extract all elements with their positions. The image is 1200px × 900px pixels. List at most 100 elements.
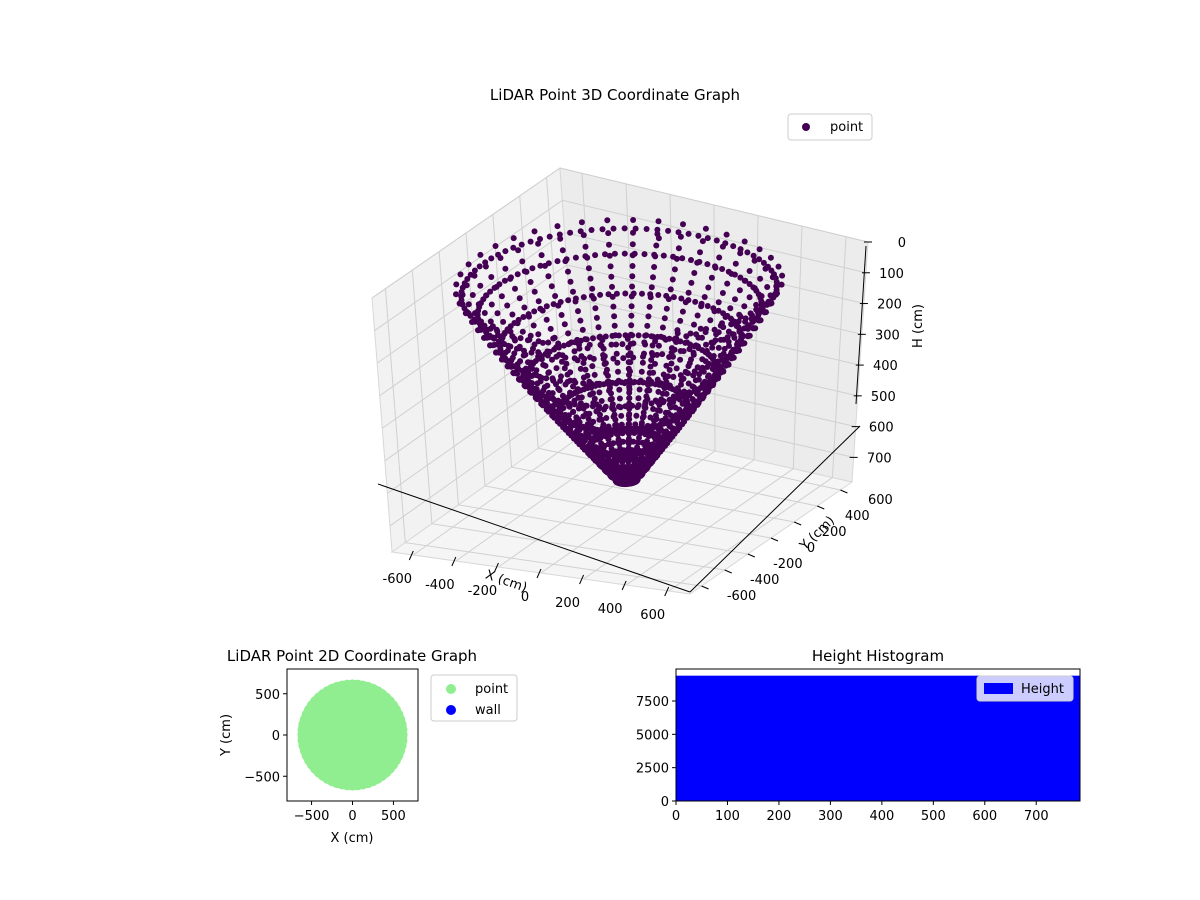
z-tick-label-3d-2: 200 [877, 298, 902, 313]
point-3d-482 [552, 293, 559, 299]
legend-2d-marker-wall [446, 705, 456, 715]
point-3d-900 [582, 366, 589, 373]
point-3d-260 [694, 312, 701, 319]
point-3d-1421 [615, 332, 622, 339]
point-3d-1430 [560, 342, 567, 349]
point-3d-172 [746, 294, 753, 301]
point-3d-1337 [565, 297, 572, 304]
point-3d-1168 [467, 271, 474, 278]
point-3d-200 [736, 287, 743, 294]
point-3d-1232 [696, 258, 703, 265]
point-3d-764 [518, 375, 525, 382]
point-3d-1226 [737, 274, 744, 281]
ticks-histogram: 0 100 200 300 400 500 600 700 0 2500 5000 7500 [636, 695, 1049, 824]
point-3d-1172 [458, 288, 465, 295]
point-3d-646 [465, 301, 472, 308]
point-3d-1227 [731, 271, 738, 278]
point-3d-356 [633, 412, 640, 419]
point-3d-1470 [648, 400, 655, 407]
point-3d-476 [531, 228, 538, 235]
point-3d-1324 [670, 294, 677, 301]
point-3d-955 [625, 359, 632, 366]
point-3d-407 [615, 368, 621, 375]
point-3d-1254 [501, 277, 508, 284]
point-3d-466 [598, 398, 605, 404]
x-tick-label-hist-5: 500 [921, 809, 946, 824]
x-tick-label-3d-0: -600 [383, 572, 413, 587]
y-tick-3d-1 [724, 569, 732, 574]
point-3d-1041 [685, 363, 692, 370]
point-3d-322 [652, 360, 658, 367]
point-3d-1509 [627, 378, 634, 385]
point-3d-1660 [655, 235, 662, 242]
point-3d-314 [667, 286, 674, 293]
point-3d-1144 [685, 230, 692, 237]
z-tick-label-3d-7: 700 [867, 451, 892, 466]
point-3d-1416 [648, 333, 655, 340]
point-3d-937 [612, 416, 619, 423]
point-3d-1479 [695, 386, 702, 393]
point-3d-488 [571, 348, 578, 355]
point-3d-956 [625, 365, 632, 372]
x-tick-label-hist-0: 0 [672, 809, 680, 824]
point-3d-1117 [639, 468, 646, 475]
grid-line-z-0 [371, 167, 869, 299]
point-3d-1138 [737, 246, 744, 253]
grid-line-z-2 [376, 232, 865, 364]
point-3d-620 [481, 310, 488, 316]
point-3d-426 [589, 285, 596, 292]
point-3d-258 [701, 294, 708, 300]
point-3d-1241 [611, 250, 618, 257]
point-3d-366 [629, 241, 636, 248]
point-3d-848 [556, 387, 563, 394]
point-3d-1022 [651, 417, 658, 424]
point-3d-1292 [677, 348, 684, 354]
point-3d-201 [732, 296, 738, 303]
legend-2d-marker-point [446, 684, 456, 694]
x-tick-label-3d-2: -200 [468, 584, 498, 599]
point-3d-1146 [665, 227, 672, 234]
point-3d-1338 [557, 299, 564, 305]
point-3d-1298 [724, 334, 731, 341]
y-tick-label-hist-0: 0 [661, 795, 669, 810]
point-3d-593 [494, 310, 501, 317]
point-3d-1274 [513, 345, 520, 352]
point-3d-1206 [720, 324, 727, 331]
point-3d-1072 [692, 377, 699, 384]
grid-line-y-1 [411, 270, 725, 571]
point-3d-1049 [665, 409, 672, 416]
point-3d-485 [561, 321, 568, 328]
point-3d-1327 [647, 291, 654, 298]
point-3d-370 [629, 283, 636, 290]
point-3d-847 [553, 381, 559, 388]
point-3d-230 [715, 299, 722, 306]
point-3d-759 [491, 341, 498, 348]
point-3d-1149 [632, 225, 639, 232]
point-3d-1297 [717, 336, 724, 343]
point-3d-1147 [654, 226, 661, 233]
point-3d-504 [510, 235, 517, 242]
point-3d-481 [548, 283, 555, 290]
point-3d-453 [567, 278, 574, 285]
point-3d-1166 [476, 263, 483, 270]
point-3d-1167 [471, 267, 478, 274]
x-tick-3d-5 [621, 580, 627, 591]
point-3d-1339 [550, 301, 557, 308]
x-tick-label-hist-7: 700 [1024, 809, 1049, 824]
point-3d-345 [645, 313, 652, 320]
point-3d-1508 [631, 379, 638, 385]
point-3d-94 [723, 362, 729, 369]
point-3d-1506 [640, 379, 647, 386]
grid-line-y-4 [492, 214, 795, 523]
chart-2d-title: LiDAR Point 2D Coordinate Graph [227, 647, 477, 665]
grid-line-z-1 [374, 199, 867, 331]
point-3d-317 [661, 315, 668, 322]
point-3d-396 [607, 263, 614, 270]
point-3d-1114 [651, 452, 658, 459]
point-3d-1133 [765, 263, 771, 270]
grid-line-x-4 [583, 215, 759, 580]
point-3d-960 [626, 389, 633, 396]
point-3d-1426 [583, 336, 590, 343]
ticks-2d: −500 0 500 −500 0 500 [244, 688, 406, 824]
point-3d-1027 [642, 443, 649, 449]
